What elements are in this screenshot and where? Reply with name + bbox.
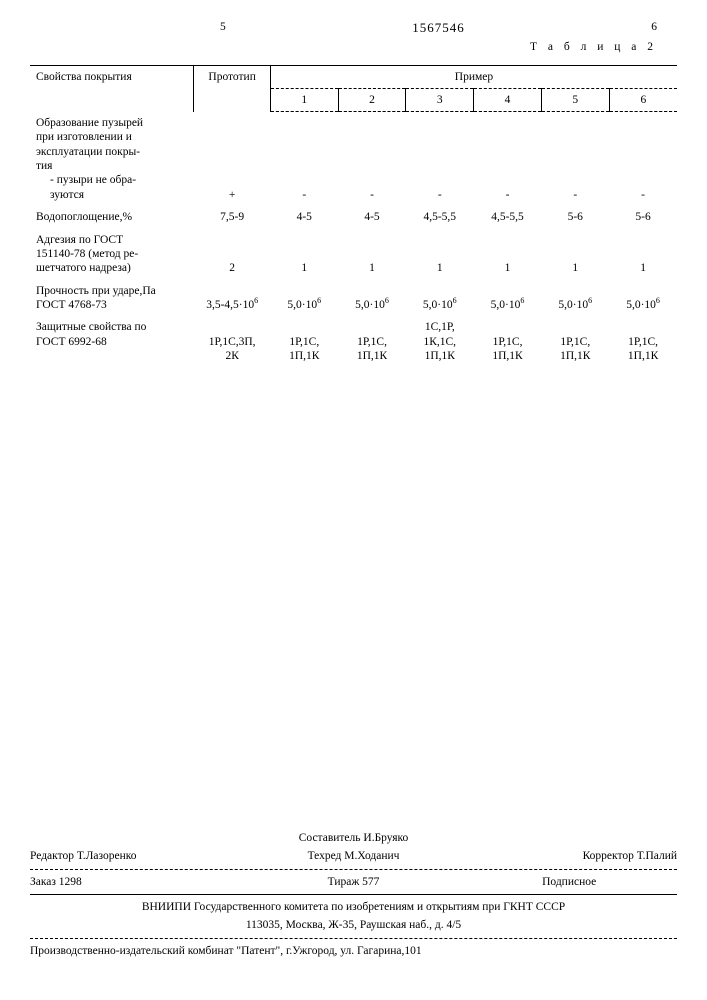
example-num: 3 bbox=[406, 89, 474, 112]
example-num: 2 bbox=[338, 89, 406, 112]
example-cell: 1Р,1С,1П,1К bbox=[541, 316, 609, 367]
property-cell: Адгезия по ГОСТ151140-78 (метод ре-шетча… bbox=[30, 229, 194, 280]
table-row: Прочность при ударе,ПаГОСТ 4768-733,5-4,… bbox=[30, 280, 677, 317]
example-cell: 5-6 bbox=[541, 206, 609, 228]
example-cell: 5,0·106 bbox=[474, 280, 542, 317]
example-cell: 1Р,1С,1П,1К bbox=[338, 316, 406, 367]
example-cell: - bbox=[541, 112, 609, 206]
prototype-cell: + bbox=[194, 112, 270, 206]
vniipi-line1: ВНИИПИ Государственного комитета по изоб… bbox=[30, 898, 677, 916]
col-example: Пример bbox=[270, 65, 677, 88]
prototype-cell: 7,5-9 bbox=[194, 206, 270, 228]
techred: Техред М.Ходанич bbox=[246, 849, 462, 863]
example-cell: 1 bbox=[609, 229, 677, 280]
example-cell: - bbox=[474, 112, 542, 206]
page-num-left: 5 bbox=[220, 20, 226, 36]
example-cell: - bbox=[270, 112, 338, 206]
page-num-right: 6 bbox=[651, 20, 657, 36]
page: 5 1567546 6 Т а б л и ц а 2 Свойства пок… bbox=[0, 0, 707, 1000]
property-cell: Образование пузырейпри изготовлении иэкс… bbox=[30, 112, 194, 206]
divider bbox=[30, 869, 677, 870]
example-cell: 5,0·106 bbox=[609, 280, 677, 317]
divider bbox=[30, 938, 677, 939]
table-row: Защитные свойства поГОСТ 6992-681Р,1С,3П… bbox=[30, 316, 677, 367]
properties-table: Свойства покрытия Прототип Пример 1 2 3 … bbox=[30, 65, 677, 368]
col-property: Свойства покрытия bbox=[30, 65, 194, 112]
table-row: Адгезия по ГОСТ151140-78 (метод ре-шетча… bbox=[30, 229, 677, 280]
example-cell: 5,0·106 bbox=[270, 280, 338, 317]
example-cell: 4-5 bbox=[338, 206, 406, 228]
colophon: Составитель И.Бруяко Редактор Т.Лазоренк… bbox=[30, 829, 677, 960]
vniipi-line2: 113035, Москва, Ж-35, Раушская наб., д. … bbox=[30, 916, 677, 934]
example-cell: 1 bbox=[406, 229, 474, 280]
table-row: Водопоглощение,%7,5-94-54-54,5-5,54,5-5,… bbox=[30, 206, 677, 228]
example-cell: 1 bbox=[270, 229, 338, 280]
example-num: 4 bbox=[474, 89, 542, 112]
corrector: Корректор Т.Палий bbox=[461, 849, 677, 863]
property-cell: Защитные свойства поГОСТ 6992-68 bbox=[30, 316, 194, 367]
example-cell: 5-6 bbox=[609, 206, 677, 228]
table-caption: Т а б л и ц а 2 bbox=[30, 40, 677, 54]
prototype-cell: 2 bbox=[194, 229, 270, 280]
order-number: Заказ 1298 bbox=[30, 875, 246, 889]
example-cell: 4,5-5,5 bbox=[474, 206, 542, 228]
table-body: Образование пузырейпри изготовлении иэкс… bbox=[30, 112, 677, 368]
table-row: Образование пузырейпри изготовлении иэкс… bbox=[30, 112, 677, 206]
example-cell: 1С,1Р,1К,1С,1П,1К bbox=[406, 316, 474, 367]
printer-line: Производственно-издательский комбинат "П… bbox=[30, 942, 677, 960]
example-cell: 1Р,1С,1П,1К bbox=[609, 316, 677, 367]
example-cell: - bbox=[609, 112, 677, 206]
example-cell: 4,5-5,5 bbox=[406, 206, 474, 228]
property-cell: Прочность при ударе,ПаГОСТ 4768-73 bbox=[30, 280, 194, 317]
example-cell: 1 bbox=[541, 229, 609, 280]
example-cell: 5,0·106 bbox=[406, 280, 474, 317]
divider bbox=[30, 894, 677, 895]
property-cell: Водопоглощение,% bbox=[30, 206, 194, 228]
subscription: Подписное bbox=[461, 875, 677, 889]
example-num: 1 bbox=[270, 89, 338, 112]
page-header: 5 1567546 6 bbox=[30, 20, 677, 36]
example-cell: 4-5 bbox=[270, 206, 338, 228]
editor: Редактор Т.Лазоренко bbox=[30, 849, 246, 863]
example-num: 6 bbox=[609, 89, 677, 112]
example-cell: 1 bbox=[474, 229, 542, 280]
compiler: Составитель И.Бруяко bbox=[246, 831, 462, 845]
example-cell: 1 bbox=[338, 229, 406, 280]
prototype-cell: 1Р,1С,3П,2К bbox=[194, 316, 270, 367]
example-cell: 1Р,1С,1П,1К bbox=[270, 316, 338, 367]
table-head: Свойства покрытия Прототип Пример 1 2 3 … bbox=[30, 65, 677, 112]
example-num: 5 bbox=[541, 89, 609, 112]
example-cell: - bbox=[406, 112, 474, 206]
col-prototype: Прототип bbox=[194, 65, 270, 112]
example-cell: 1Р,1С,1П,1К bbox=[474, 316, 542, 367]
example-cell: 5,0·106 bbox=[338, 280, 406, 317]
prototype-cell: 3,5-4,5·106 bbox=[194, 280, 270, 317]
example-cell: - bbox=[338, 112, 406, 206]
tirage: Тираж 577 bbox=[246, 875, 462, 889]
example-cell: 5,0·106 bbox=[541, 280, 609, 317]
document-number: 1567546 bbox=[412, 20, 465, 36]
